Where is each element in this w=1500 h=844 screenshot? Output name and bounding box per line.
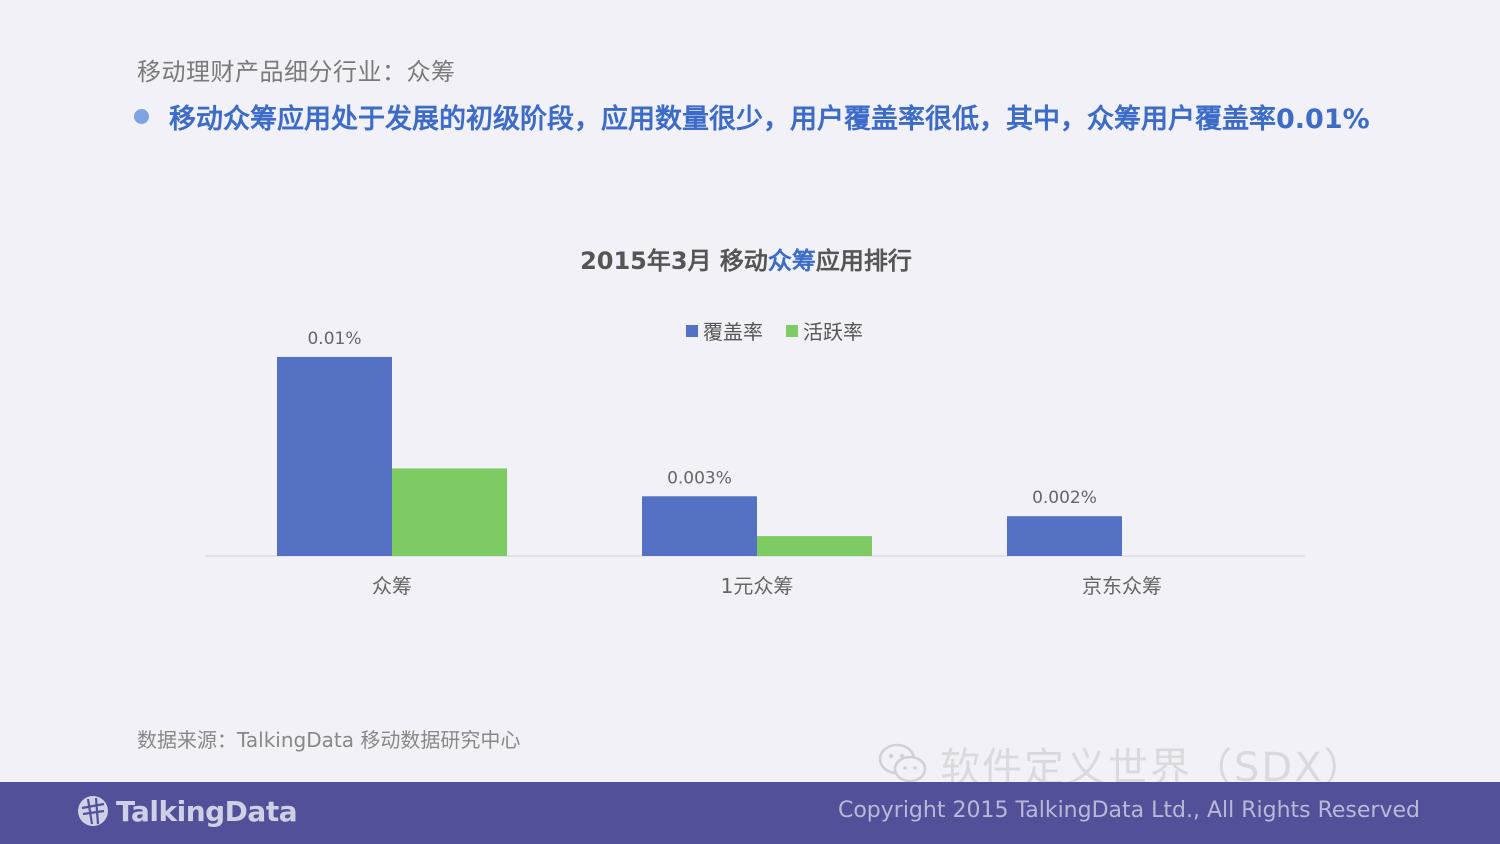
headline: 移动众筹应用处于发展的初级阶段，应用数量很少，用户覆盖率很低，其中，众筹用户覆盖… (169, 104, 1370, 135)
copyright: Copyright 2015 TalkingData Ltd., All Rig… (837, 798, 1420, 823)
footer-bar: TalkingData Copyright 2015 TalkingData L… (0, 782, 1500, 844)
data-label: 0.002% (1032, 488, 1097, 508)
legend-swatch (786, 325, 798, 337)
data-label: 0.003% (667, 468, 732, 488)
data-source: 数据来源：TalkingData 移动数据研究中心 (137, 728, 521, 752)
legend-entry: 活跃率 (803, 320, 863, 344)
bullet-dot-icon (134, 109, 149, 124)
chart-title-part1: 2015年3月 移动 (580, 247, 768, 275)
logo-text: TalkingData (116, 794, 298, 828)
legend-entry: 覆盖率 (703, 320, 763, 344)
legend-swatch (686, 325, 698, 337)
headline-row: 移动众筹应用处于发展的初级阶段，应用数量很少，用户覆盖率很低，其中，众筹用户覆盖… (134, 97, 1370, 136)
bar-active-1 (392, 468, 507, 556)
chart-title-part2: 应用排行 (815, 247, 912, 275)
page-subtitle: 移动理财产品细分行业：众筹 (137, 58, 456, 86)
bar-coverage-2 (642, 496, 757, 556)
category-label: 众筹 (372, 574, 412, 598)
data-label: 0.01% (307, 329, 361, 349)
chart-title: 2015年3月 移动众筹应用排行 (0, 241, 1492, 276)
logo: TalkingData (76, 794, 298, 828)
chart-title-highlight: 众筹 (767, 247, 816, 275)
bar-coverage-1 (277, 356, 392, 556)
bar-active-2 (757, 536, 872, 556)
bar-coverage-3 (1007, 516, 1122, 556)
bar-chart: 0.01% 众筹 0.003% 1元众筹 0.002% 京东众筹 覆盖率 活跃率 (205, 320, 1305, 598)
category-label: 京东众筹 (1082, 574, 1162, 598)
wechat-icon (878, 743, 927, 783)
category-label: 1元众筹 (721, 574, 794, 598)
talkingdata-logo-icon (78, 796, 108, 826)
